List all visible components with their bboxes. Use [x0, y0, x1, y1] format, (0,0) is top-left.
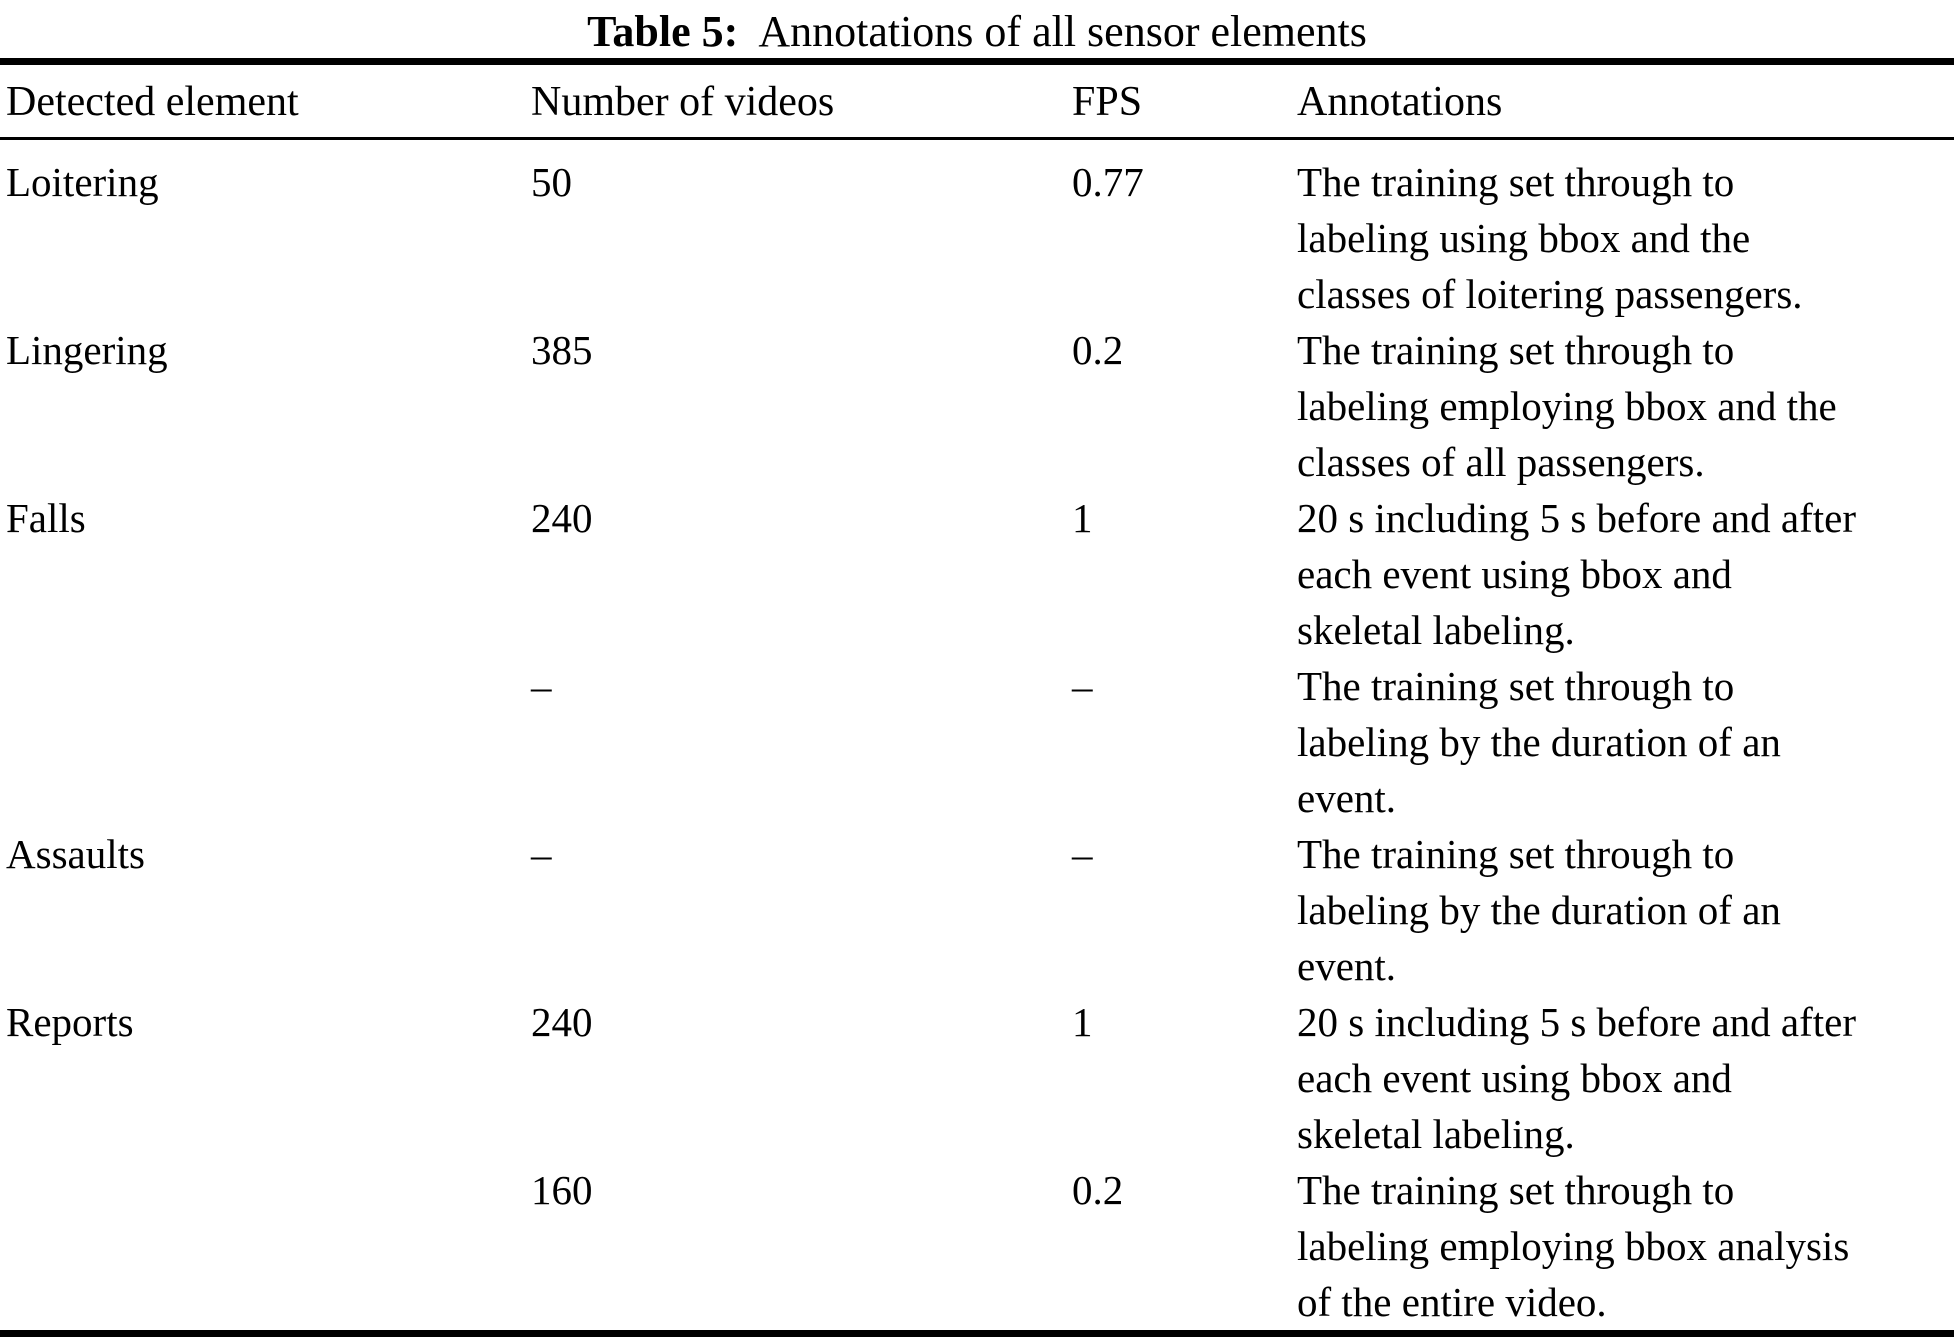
cell-annotation: 20 s including 5 s before and after each…: [1297, 999, 1857, 1157]
header-number-of-videos: Number of videos: [531, 61, 1072, 140]
caption-label: Table 5:: [587, 7, 739, 56]
cell-element: Falls: [6, 495, 86, 541]
cell-annotation: The training set through to labeling emp…: [1297, 327, 1837, 485]
cell-videos: 385: [531, 327, 593, 373]
table-row-loitering: Loitering 50 0.77 The training set throu…: [0, 139, 1954, 323]
table-row-falls: Falls 240 1 20 s including 5 s before an…: [0, 490, 1954, 658]
cell-videos: –: [531, 663, 552, 709]
cell-annotation: The training set through to labeling usi…: [1297, 159, 1803, 317]
cell-element: Loitering: [6, 159, 159, 205]
caption-text: Annotations of all sensor elements: [758, 7, 1367, 56]
table-header: Detected element Number of videos FPS An…: [0, 61, 1954, 140]
table-caption: Table 5: Annotations of all sensor elemen…: [0, 0, 1954, 58]
table-row-falls-continued: – – The training set through to labeling…: [0, 658, 1954, 826]
cell-fps: 0.2: [1072, 1167, 1124, 1213]
cell-annotation: The training set through to labeling by …: [1297, 831, 1781, 989]
cell-element: [0, 658, 531, 826]
cell-annotation: 20 s including 5 s before and after each…: [1297, 495, 1857, 653]
cell-videos: 50: [531, 159, 572, 205]
cell-element: Assaults: [6, 831, 145, 877]
cell-element: [0, 1162, 531, 1334]
cell-fps: 0.2: [1072, 327, 1124, 373]
cell-annotation: The training set through to labeling emp…: [1297, 1167, 1850, 1325]
cell-fps: –: [1072, 663, 1093, 709]
header-annotations: Annotations: [1297, 61, 1954, 140]
table-row-reports-continued: 160 0.2 The training set through to labe…: [0, 1162, 1954, 1334]
cell-videos: 240: [531, 495, 593, 541]
table-row-reports: Reports 240 1 20 s including 5 s before …: [0, 994, 1954, 1162]
cell-element: Lingering: [6, 327, 168, 373]
header-row: Detected element Number of videos FPS An…: [0, 61, 1954, 140]
table-body: Loitering 50 0.77 The training set throu…: [0, 139, 1954, 1334]
annotations-table: Detected element Number of videos FPS An…: [0, 58, 1954, 1337]
cell-fps: 1: [1072, 999, 1093, 1045]
cell-annotation: The training set through to labeling by …: [1297, 663, 1781, 821]
table-row-lingering: Lingering 385 0.2 The training set throu…: [0, 322, 1954, 490]
header-fps: FPS: [1072, 61, 1297, 140]
cell-fps: 1: [1072, 495, 1093, 541]
header-detected-element: Detected element: [0, 61, 531, 140]
table-row-assaults: Assaults – – The training set through to…: [0, 826, 1954, 994]
cell-videos: 240: [531, 999, 593, 1045]
cell-fps: 0.77: [1072, 159, 1144, 205]
cell-videos: 160: [531, 1167, 593, 1213]
cell-element: Reports: [6, 999, 134, 1045]
cell-videos: –: [531, 831, 552, 877]
cell-fps: –: [1072, 831, 1093, 877]
